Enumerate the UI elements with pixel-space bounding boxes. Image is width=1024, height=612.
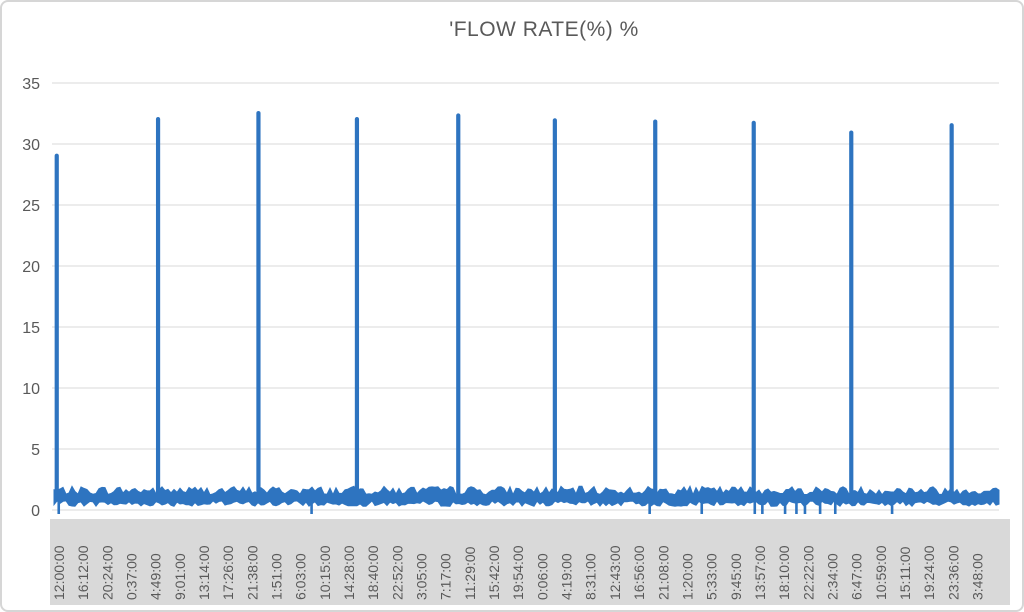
x-tick-label: 20:24:00	[99, 545, 115, 600]
x-tick-label: 16:56:00	[631, 545, 647, 600]
x-tick-label: 2:34:00	[824, 553, 840, 600]
dropout-dip	[783, 497, 787, 514]
y-tick-label: 5	[31, 442, 40, 459]
x-tick-label: 15:11:00	[897, 546, 913, 600]
x-tick-label: 4:19:00	[559, 553, 575, 600]
x-tick-label: 19:54:00	[510, 545, 526, 600]
x-tick-label: 16:12:00	[75, 545, 91, 600]
x-tick-label: 5:33:00	[704, 553, 720, 600]
x-tick-label: 10:15:00	[317, 545, 333, 600]
dropout-dip	[803, 497, 807, 514]
x-tick-label: 9:01:00	[172, 553, 188, 600]
y-tick-label: 20	[22, 259, 40, 276]
x-tick-label: 3:05:00	[414, 553, 430, 600]
baseline-noise-band	[53, 484, 1000, 508]
dropout-dip	[833, 497, 837, 514]
x-tick-label: 0:37:00	[124, 553, 140, 600]
dropout-dip	[700, 497, 704, 514]
dropout-dip	[761, 497, 764, 514]
x-tick-label: 8:31:00	[583, 553, 599, 600]
x-tick-label: 17:26:00	[220, 545, 236, 600]
x-tick-label: 22:52:00	[389, 545, 405, 600]
x-tick-label: 0:06:00	[534, 553, 550, 600]
y-tick-label: 35	[22, 76, 40, 93]
x-tick-label: 4:49:00	[148, 553, 164, 600]
x-tick-label: 11:29:00	[462, 546, 478, 600]
x-tick-label: 21:38:00	[244, 545, 260, 600]
x-tick-label: 15:42:00	[486, 545, 502, 600]
x-tick-label: 1:20:00	[679, 553, 695, 600]
y-tick-label: 10	[22, 381, 40, 398]
x-axis-label-band	[50, 519, 1010, 605]
x-tick-label: 13:14:00	[196, 545, 212, 600]
dropout-dip	[818, 497, 822, 514]
x-tick-label: 12:43:00	[607, 545, 623, 600]
x-tick-label: 6:47:00	[849, 553, 865, 600]
x-tick-label: 22:22:00	[800, 545, 816, 600]
x-tick-label: 10:59:00	[873, 545, 889, 600]
x-tick-label: 23:36:00	[945, 545, 961, 600]
y-tick-label: 25	[22, 198, 40, 215]
x-tick-label: 7:17:00	[438, 553, 454, 600]
chart-title: 'FLOW RATE(%) %	[449, 18, 639, 41]
dropout-dip	[57, 497, 61, 514]
dropout-dip	[795, 497, 798, 514]
dropout-dip	[753, 497, 757, 514]
x-tick-label: 21:08:00	[655, 545, 671, 600]
x-tick-label: 9:45:00	[728, 553, 744, 600]
x-tick-label: 19:24:00	[921, 545, 937, 600]
x-tick-label: 13:57:00	[752, 545, 768, 600]
x-tick-label: 14:28:00	[341, 545, 357, 600]
dropout-dip	[648, 497, 651, 514]
dropout-dip	[310, 497, 313, 514]
y-tick-label: 30	[22, 137, 40, 154]
y-tick-label: 15	[22, 320, 40, 337]
x-tick-label: 18:10:00	[776, 545, 792, 600]
x-tick-label: 12:00:00	[51, 545, 67, 600]
x-tick-label: 3:48:00	[969, 553, 985, 600]
x-tick-label: 18:40:00	[365, 545, 381, 600]
x-tick-label: 1:51:00	[269, 553, 285, 600]
y-tick-label: 0	[31, 503, 40, 520]
dropout-dip	[890, 497, 894, 514]
x-tick-label: 6:03:00	[293, 553, 309, 600]
